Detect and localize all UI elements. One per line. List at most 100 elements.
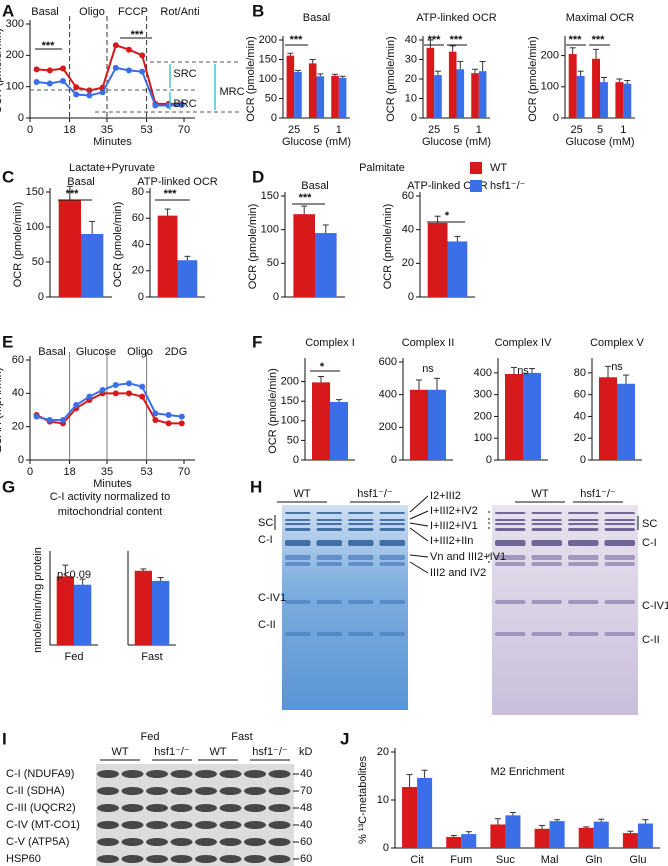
annotation: ***: [592, 34, 606, 46]
y-tick-label: 200: [6, 49, 24, 61]
chart-title: ATP-linked OCR: [137, 176, 218, 188]
point: [152, 102, 159, 109]
gel-band: [379, 528, 405, 531]
row-label: C-II (SDHA): [6, 785, 65, 797]
phase-label: Basal: [31, 6, 59, 18]
x-tick-label: 1: [476, 124, 482, 136]
y-tick-label: 10: [377, 794, 389, 806]
blot-band: [170, 821, 193, 829]
blot-band: [97, 821, 119, 829]
gel-band: [568, 540, 599, 546]
blot-band: [219, 838, 242, 846]
band-label: I+III2+IIn: [430, 535, 473, 547]
blot-band: [170, 855, 193, 863]
condition-label: Fast: [231, 731, 252, 743]
gel-band: [379, 562, 405, 566]
bar: [315, 233, 337, 297]
unit-label: kD: [299, 746, 313, 758]
gel-band: [379, 555, 405, 560]
blot-band: [195, 804, 217, 812]
blot-band: [170, 787, 193, 795]
annotation: *: [445, 210, 450, 222]
lane-label: hsf1⁻/⁻: [580, 488, 616, 500]
lane-label: hsf1⁻/⁻: [357, 488, 393, 500]
annotation: ***: [428, 34, 442, 46]
lane-label: hsf1⁻/⁻: [154, 746, 190, 758]
gel-label: C-II: [642, 634, 660, 646]
point: [126, 67, 132, 74]
y-tick-label: 60: [402, 190, 414, 202]
point: [152, 417, 159, 423]
gel-band: [348, 600, 374, 604]
gel-band: [316, 562, 342, 566]
phase-label: Oligo: [127, 346, 153, 358]
y-tick-label: 50: [32, 256, 44, 268]
y-tick-label: 0: [293, 454, 299, 466]
x-axis-label: Glucose (mM): [422, 136, 491, 148]
bar: [312, 382, 330, 460]
point: [46, 80, 53, 87]
y-axis-label: nmole/min/mg protein: [32, 547, 44, 653]
bar: [74, 584, 92, 645]
y-tick-label: 0: [18, 454, 24, 466]
x-tick-label: Mal: [541, 854, 559, 866]
gel-band: [316, 540, 342, 546]
bar: [576, 75, 585, 118]
gel-band: [531, 600, 562, 604]
band-label: III2 and IV2: [430, 567, 486, 579]
x-tick-label: 25: [571, 124, 583, 136]
y-tick-label: 150: [259, 53, 277, 65]
bar: [447, 241, 468, 297]
gel-band: [348, 528, 374, 531]
bar: [593, 821, 609, 848]
bar: [623, 83, 632, 118]
blot-band: [195, 787, 217, 795]
panel-letter: F: [252, 332, 262, 351]
gel-band: [531, 632, 562, 636]
line: [36, 382, 182, 421]
x-tick-label: 0: [27, 466, 33, 478]
y-tick-label: 50: [287, 434, 299, 446]
band-label: I2+III2: [430, 490, 461, 502]
x-tick-label: Gln: [585, 854, 602, 866]
legend-swatch: [470, 162, 482, 174]
kd-label: 60: [300, 853, 312, 865]
y-axis-label: OCR (pmole/min): [247, 204, 259, 290]
gel-band: [379, 600, 405, 604]
y-tick-label: 100: [474, 432, 492, 444]
blot-band: [195, 855, 217, 863]
chart-title: Complex V: [590, 337, 644, 349]
y-tick-label: 40: [405, 34, 417, 46]
annotation: ***: [299, 192, 313, 204]
y-tick-label: 80: [132, 186, 144, 198]
y-tick-label: 40: [132, 238, 144, 250]
y-tick-label: 0: [408, 291, 414, 303]
point: [139, 52, 146, 59]
y-axis-label: OCR (pmole/min): [245, 36, 257, 122]
y-tick-label: 200: [379, 421, 397, 433]
y-tick-label: 10: [405, 92, 417, 104]
point: [126, 380, 132, 387]
x-tick-label: 35: [101, 124, 113, 136]
bar: [308, 63, 317, 118]
group-title: C-I activity normalized to: [50, 491, 170, 503]
x-tick-label: 70: [178, 466, 190, 478]
gel-band: [531, 562, 562, 566]
gel-band: [495, 600, 526, 604]
gel-band: [285, 519, 311, 521]
y-tick-label: 50: [267, 257, 279, 269]
point: [178, 413, 185, 420]
panel-letter: C: [2, 167, 14, 186]
blot-band: [170, 838, 193, 846]
decoration: [409, 527, 429, 542]
gel-band: [316, 523, 342, 525]
y-tick-label: 300: [6, 18, 24, 30]
bar: [505, 373, 523, 460]
gel-band: [604, 562, 635, 566]
y-tick-label: 0: [553, 112, 559, 124]
gel-band: [495, 540, 526, 546]
gel-band: [531, 519, 562, 521]
kd-label: 40: [300, 819, 312, 831]
point: [139, 68, 146, 75]
line: [36, 392, 182, 425]
